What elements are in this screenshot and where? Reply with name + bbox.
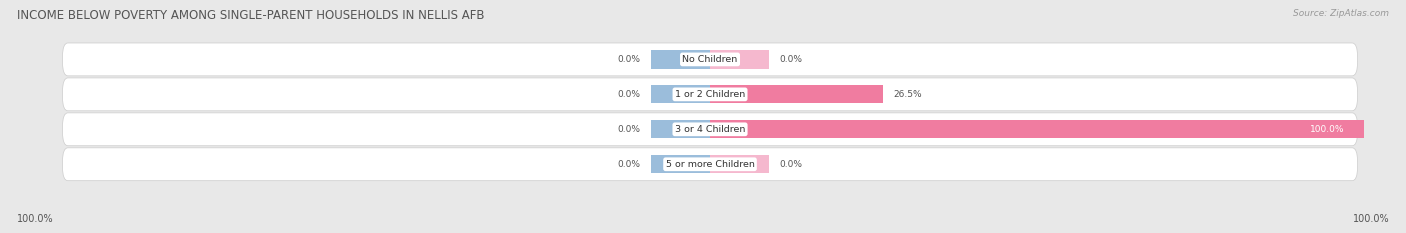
Text: Source: ZipAtlas.com: Source: ZipAtlas.com bbox=[1294, 9, 1389, 18]
Bar bbox=[651, 85, 710, 103]
FancyBboxPatch shape bbox=[62, 148, 1358, 181]
Text: 26.5%: 26.5% bbox=[894, 90, 922, 99]
FancyBboxPatch shape bbox=[62, 78, 1358, 111]
FancyBboxPatch shape bbox=[62, 43, 1358, 76]
Text: 5 or more Children: 5 or more Children bbox=[665, 160, 755, 169]
Text: 100.0%: 100.0% bbox=[1353, 214, 1389, 224]
Bar bbox=[710, 85, 883, 103]
Text: 0.0%: 0.0% bbox=[617, 125, 641, 134]
Bar bbox=[651, 50, 710, 69]
Text: 0.0%: 0.0% bbox=[617, 160, 641, 169]
Bar bbox=[651, 155, 710, 173]
Text: INCOME BELOW POVERTY AMONG SINGLE-PARENT HOUSEHOLDS IN NELLIS AFB: INCOME BELOW POVERTY AMONG SINGLE-PARENT… bbox=[17, 9, 485, 22]
Bar bbox=[651, 120, 710, 138]
Bar bbox=[710, 50, 769, 69]
Bar bbox=[710, 155, 769, 173]
Bar bbox=[710, 120, 1364, 138]
Text: No Children: No Children bbox=[682, 55, 738, 64]
Text: 100.0%: 100.0% bbox=[17, 214, 53, 224]
Text: 100.0%: 100.0% bbox=[1310, 125, 1344, 134]
Text: 0.0%: 0.0% bbox=[617, 55, 641, 64]
Text: 3 or 4 Children: 3 or 4 Children bbox=[675, 125, 745, 134]
Text: 1 or 2 Children: 1 or 2 Children bbox=[675, 90, 745, 99]
Text: 0.0%: 0.0% bbox=[779, 160, 803, 169]
Text: 0.0%: 0.0% bbox=[779, 55, 803, 64]
FancyBboxPatch shape bbox=[62, 113, 1358, 146]
Text: 0.0%: 0.0% bbox=[617, 90, 641, 99]
